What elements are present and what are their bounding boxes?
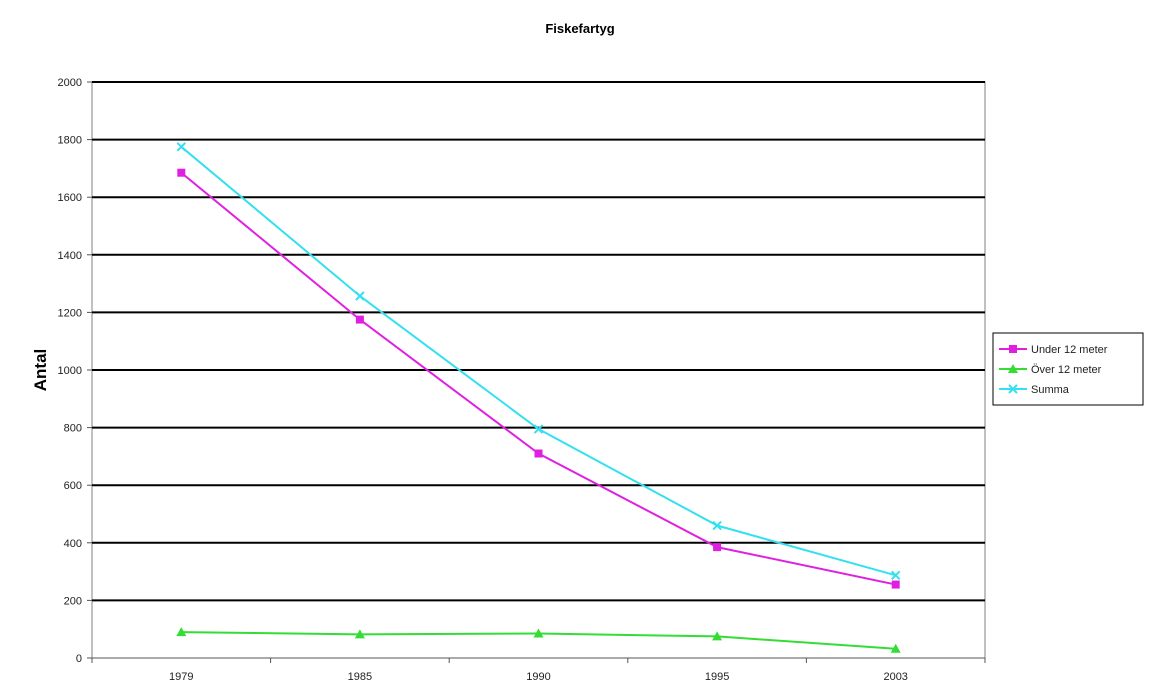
data-point (177, 168, 186, 177)
marker-stroke (890, 570, 901, 581)
legend-label: Över 12 meter (1031, 364, 1102, 376)
marker-stroke (712, 520, 722, 531)
x-tick-label: 1979 (169, 671, 193, 683)
marker-stroke (176, 142, 187, 152)
legend-marker (1008, 384, 1018, 394)
data-point (712, 631, 723, 641)
y-axis-label: Antal (31, 349, 50, 392)
y-tick-label: 400 (64, 538, 82, 550)
marker-stroke (1008, 384, 1018, 394)
y-tick-label: 1400 (58, 250, 82, 262)
y-tick-label: 1800 (58, 135, 82, 147)
y-tick-label: 1600 (58, 192, 82, 204)
y-tick-label: 800 (64, 423, 82, 435)
x-tick-label: 2003 (883, 671, 907, 683)
data-point (355, 315, 364, 324)
y-tick-label: 200 (64, 595, 82, 607)
y-tick-label: 2000 (58, 77, 82, 89)
y-tick-label: 600 (64, 480, 82, 492)
legend-marker (1008, 364, 1018, 373)
data-point (176, 627, 187, 637)
y-tick-label: 1000 (58, 365, 82, 377)
data-point (534, 449, 543, 458)
data-point (713, 543, 722, 552)
legend-label: Summa (1031, 384, 1070, 396)
data-point (354, 629, 365, 639)
chart-title: Fiskefartyg (545, 21, 614, 36)
y-tick-label: 0 (76, 653, 82, 665)
marker-stroke (355, 291, 365, 301)
data-point (890, 643, 901, 653)
data-point (891, 580, 900, 589)
data-point (712, 520, 722, 531)
data-point (355, 291, 365, 301)
legend-marker (1009, 345, 1017, 353)
x-tick-label: 1990 (526, 671, 550, 683)
legend-label: Under 12 meter (1031, 344, 1108, 356)
x-tick-label: 1995 (705, 671, 729, 683)
y-tick-label: 1200 (58, 307, 82, 319)
data-point (890, 570, 901, 581)
data-point (533, 628, 544, 638)
data-point (533, 424, 544, 434)
legend: Under 12 meter Över 12 meter Summa (992, 332, 1144, 406)
data-point (176, 142, 187, 152)
marker-stroke (533, 424, 544, 434)
x-tick-label: 1985 (348, 671, 372, 683)
